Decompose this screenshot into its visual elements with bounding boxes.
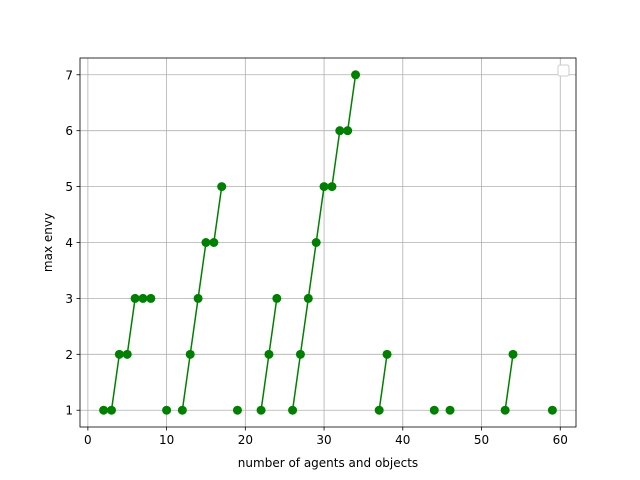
data-point — [374, 405, 384, 415]
data-series — [99, 70, 557, 415]
data-point — [209, 238, 219, 247]
x-tick-label: 50 — [474, 433, 489, 447]
data-point — [99, 405, 109, 415]
data-point — [319, 182, 329, 192]
data-point — [351, 70, 361, 80]
data-point — [264, 349, 274, 359]
data-point — [500, 405, 510, 415]
data-point — [256, 405, 266, 415]
data-point — [508, 349, 518, 359]
data-point — [303, 293, 313, 303]
legend-box — [557, 64, 570, 77]
data-point — [327, 182, 337, 192]
series-line — [504, 354, 514, 411]
data-point — [288, 405, 298, 415]
data-point — [114, 349, 124, 359]
axis-ticks: 0 10 20 30 40 50 60 1 2 3 4 5 6 7 — [65, 68, 568, 447]
y-tick-label: 1 — [65, 404, 73, 418]
data-point — [146, 293, 156, 303]
data-point — [201, 238, 211, 247]
y-tick-label: 4 — [65, 236, 73, 250]
data-point — [217, 182, 227, 192]
data-point — [429, 405, 439, 415]
y-tick-label: 6 — [65, 124, 73, 138]
x-axis-label: number of agents and objects — [238, 456, 418, 470]
series-line — [181, 186, 223, 411]
x-tick-label: 10 — [159, 433, 174, 447]
x-tick-label: 60 — [553, 433, 568, 447]
data-point — [193, 293, 203, 303]
y-tick-label: 5 — [65, 180, 73, 194]
data-point — [311, 238, 321, 247]
data-point — [445, 405, 455, 415]
x-tick-label: 0 — [84, 433, 92, 447]
data-point — [272, 293, 282, 303]
data-point — [130, 293, 140, 303]
x-tick-label: 30 — [316, 433, 331, 447]
data-point — [162, 405, 172, 415]
y-tick-label: 3 — [65, 292, 73, 306]
data-point — [232, 405, 242, 415]
y-tick-label: 7 — [65, 68, 73, 82]
x-tick-label: 20 — [238, 433, 253, 447]
data-point — [335, 126, 345, 136]
data-point — [382, 349, 392, 359]
data-point — [343, 126, 353, 136]
series-line — [378, 354, 388, 411]
data-point — [547, 405, 557, 415]
data-point — [185, 349, 195, 359]
data-point — [138, 293, 148, 303]
y-axis-label: max envy — [41, 213, 55, 272]
data-point — [122, 349, 132, 359]
x-tick-label: 40 — [395, 433, 410, 447]
data-point — [106, 405, 116, 415]
data-point — [177, 405, 187, 415]
data-point — [295, 349, 305, 359]
y-tick-label: 2 — [65, 348, 73, 362]
